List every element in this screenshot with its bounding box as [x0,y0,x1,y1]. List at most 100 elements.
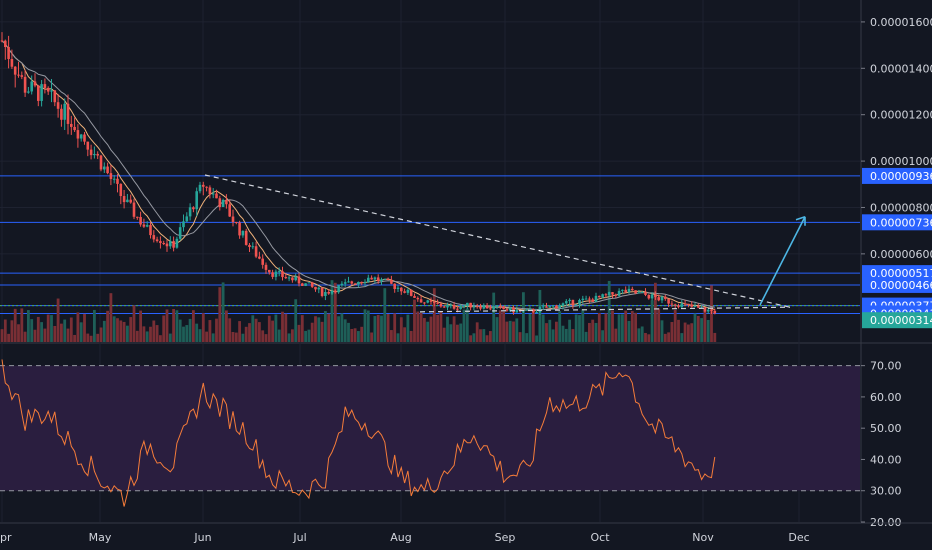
candle-body [106,166,109,174]
candle-body [56,102,60,109]
volume-bar [446,316,449,342]
candle-body [7,47,10,59]
candle-body [601,294,604,298]
candle-body [403,291,406,293]
time-tick-label: Dec [788,531,809,544]
volume-bar [396,333,400,342]
volume-bar [456,324,459,342]
volume-bar [690,323,694,342]
candle-body [225,199,228,205]
volume-bar [172,308,175,342]
candle-body [442,306,446,308]
candle-body [697,306,700,308]
candle-body [116,178,119,184]
volume-bar [541,314,545,342]
price-label-text: 0.00000466 [870,279,932,292]
volume-bar [324,310,327,342]
candle-body [264,264,268,270]
volume-bar [614,328,618,342]
volume-bar [126,325,129,342]
volume-bar [0,329,4,342]
candle-body [79,134,83,139]
candle-body [343,282,347,284]
candle-body [363,282,367,284]
volume-bar [122,321,126,342]
volume-bar [383,288,387,342]
candle-body [198,184,202,192]
candle-body [505,309,509,311]
volume-bar [300,315,304,342]
candle-body [565,301,568,304]
rsi-band [0,365,860,491]
volume-bar [485,335,489,342]
candle-body [512,307,515,313]
candle-body [423,302,426,304]
candle-body [594,295,598,302]
candle-body [274,271,278,277]
candle-body [558,306,561,309]
volume-bar [185,325,189,342]
candle-body [327,291,330,294]
volume-bar [168,333,172,342]
volume-bar [505,321,509,342]
volume-bar [403,327,406,342]
candle-body [710,309,713,311]
candle-body [571,299,575,306]
volume-bar [3,319,7,342]
candle-body [178,227,182,239]
volume-bar [106,310,109,342]
candle-body [624,289,627,293]
volume-bar [449,324,453,342]
price-axis: 0.00001600 0.00001400 0.00001200 0.00001000… [861,16,932,329]
candle-body [538,307,542,312]
candle-body [670,303,674,305]
candle-body [231,216,235,222]
candle-body [93,153,96,156]
candle-body [172,241,175,248]
volume-bar [155,325,159,342]
candle-body [479,306,482,309]
candle-body [43,84,47,88]
volume-bar [297,324,301,342]
volume-bar [132,305,136,342]
volume-bar [535,335,538,342]
candle-body [317,287,321,290]
volume-bar [211,333,215,342]
volume-bar [79,322,83,342]
candle-body [390,280,393,284]
volume-bar [188,318,192,342]
volume-bar [201,313,205,342]
volume-bar [472,333,476,342]
volume-bar [357,331,360,342]
volume-bar [555,321,558,342]
volume-bar [588,322,591,342]
volume-bar [611,310,614,342]
time-tick-label: Jul [292,531,306,544]
candle-body [591,299,594,302]
candle-body [677,305,680,308]
candle-body [33,81,37,86]
volume-bar [145,331,149,342]
volume-bar [102,320,106,342]
candle-body [228,204,231,217]
volume-bar [116,318,119,342]
candle-body [169,241,172,247]
volume-bar [33,329,37,342]
volume-bar [571,329,575,342]
volume-bar [182,326,185,342]
volume-bar [43,328,47,342]
candle-body [452,304,456,309]
candle-body [182,221,185,228]
volume-bars [0,280,717,342]
rsi-line [1,359,716,507]
candle-body [126,199,129,203]
candle-body [96,153,99,156]
candle-body [654,294,657,298]
volume-bar [683,322,687,342]
volume-bar [60,323,63,342]
volume-bar [706,319,710,342]
volume-bar [406,314,410,342]
candle-body [376,277,380,282]
